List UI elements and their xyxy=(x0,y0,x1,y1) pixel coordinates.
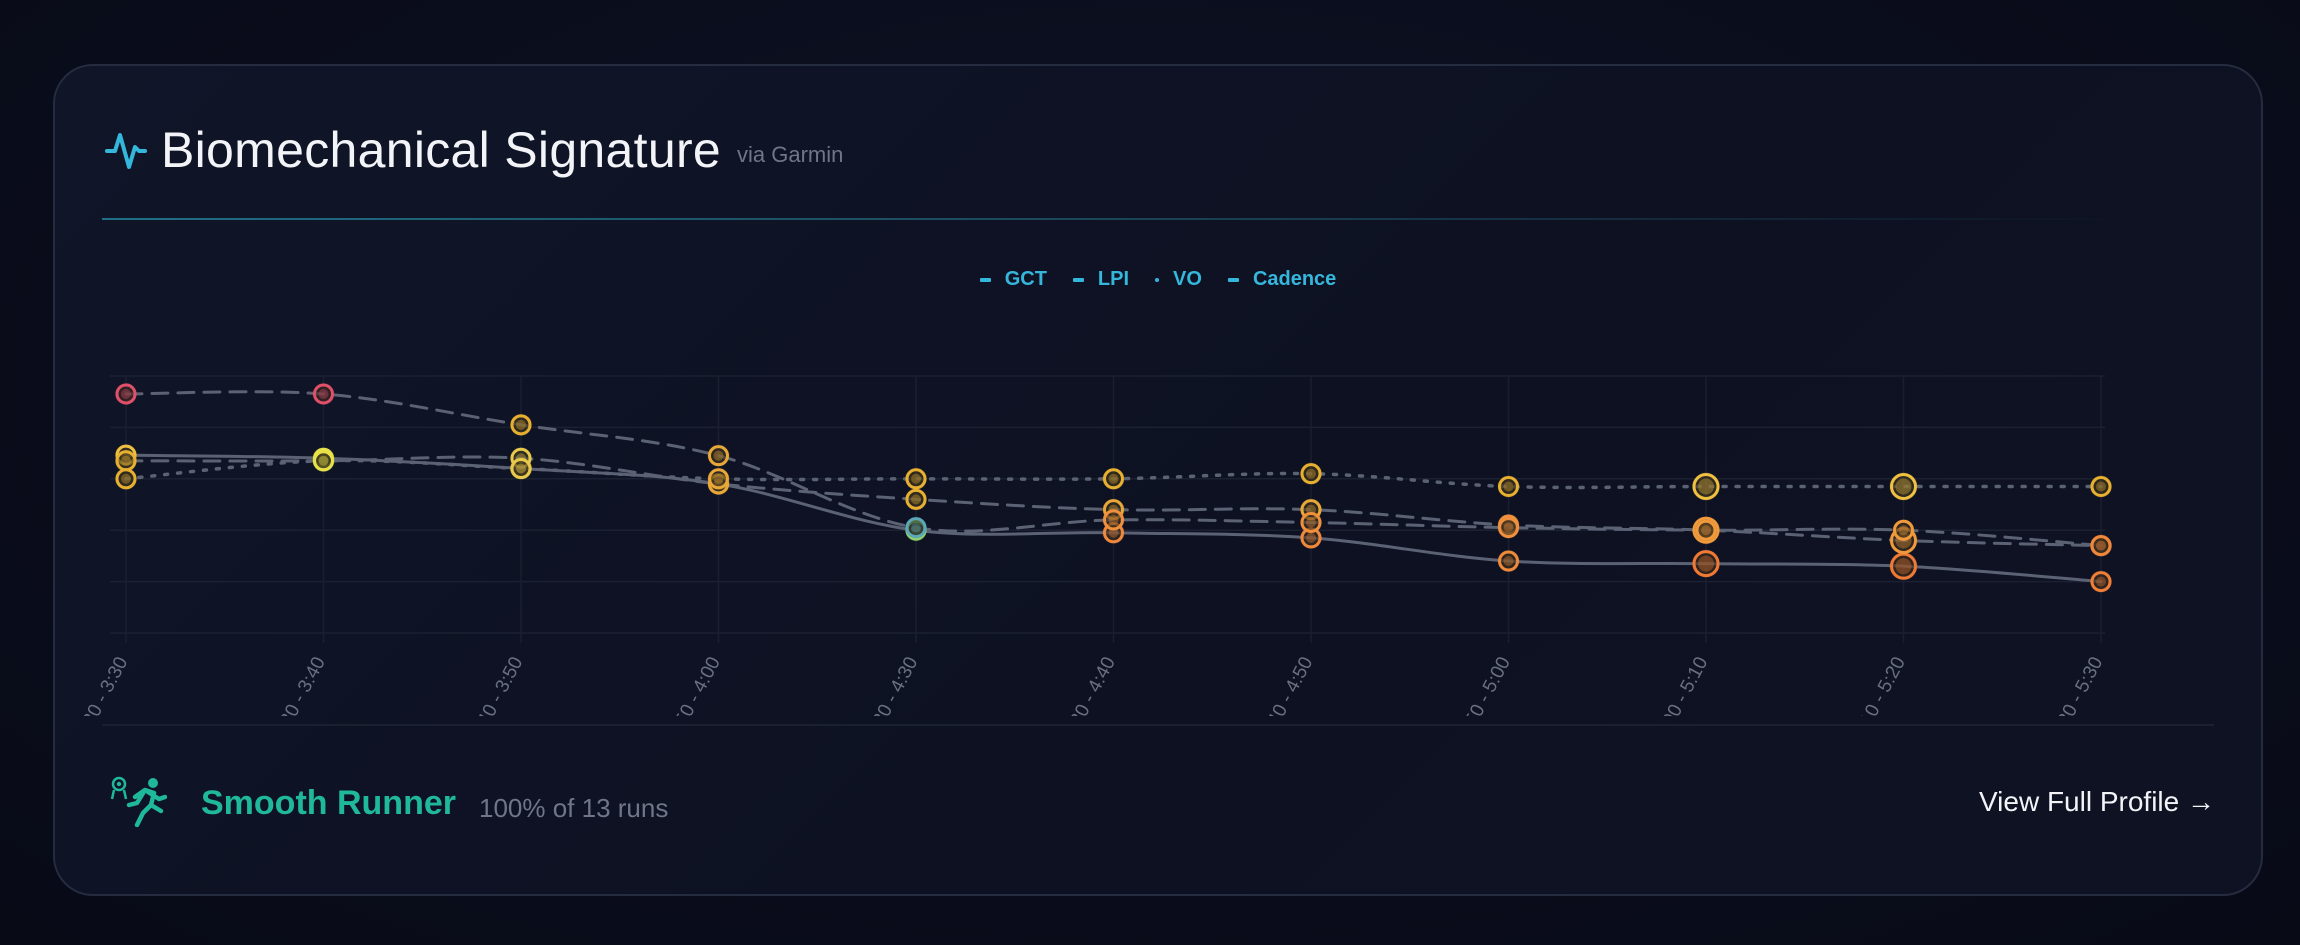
runner-type-label: Smooth Runner xyxy=(201,784,456,822)
view-full-profile-link[interactable]: View Full Profile → xyxy=(1978,786,2215,817)
data-point-lpi[interactable] xyxy=(905,488,927,511)
legend-label: Cadence xyxy=(1252,268,1337,290)
x-tick-label: 3:30 - 3:40 xyxy=(269,653,330,716)
data-point-gct[interactable] xyxy=(1889,552,1918,581)
data-point-vo[interactable] xyxy=(2090,475,2112,498)
biomechanics-line-chart: 3:20 - 3:30 3:30 - 3:40 3:40 - 3:50 3:50 - … xyxy=(71,375,2112,716)
data-point-cadence[interactable] xyxy=(905,516,927,539)
data-point-cadence[interactable] xyxy=(1102,508,1125,531)
data-point-vo[interactable] xyxy=(510,457,532,480)
x-tick-label: 4:30 - 4:40 xyxy=(1059,653,1120,716)
data-point-cadence[interactable] xyxy=(2090,534,2112,557)
data-point-cadence[interactable] xyxy=(115,382,137,405)
data-point-vo[interactable] xyxy=(905,467,927,490)
data-point-vo[interactable] xyxy=(1300,462,1322,485)
x-tick-label: 5:20 - 5:30 xyxy=(2046,653,2107,716)
legend-marker xyxy=(1072,277,1084,282)
legend-item-cadence[interactable]: Cadence xyxy=(1227,268,1337,291)
x-tick-label: 5:00 - 5:10 xyxy=(1651,653,1712,716)
data-point-cadence[interactable] xyxy=(510,413,532,436)
runner-type-stat: 100% of 13 runs xyxy=(479,793,669,823)
data-point-vo[interactable] xyxy=(115,467,137,490)
legend-marker xyxy=(979,277,991,282)
footer-divider xyxy=(102,724,2214,726)
data-point-cadence[interactable] xyxy=(1497,516,1520,539)
header-divider xyxy=(102,218,2152,220)
x-axis-ticks: 3:20 - 3:30 3:30 - 3:40 3:40 - 3:50 3:50 - … xyxy=(71,653,2107,716)
activity-pulse-icon xyxy=(105,133,147,169)
data-point-cadence[interactable] xyxy=(707,444,730,467)
data-point-gct[interactable] xyxy=(2090,570,2112,593)
data-point-cadence[interactable] xyxy=(312,382,335,405)
data-point-cadence[interactable] xyxy=(1300,511,1322,534)
data-point-cadence[interactable] xyxy=(1892,519,1915,542)
data-point-gct[interactable] xyxy=(1692,549,1720,578)
card-header: Biomechanical Signature via Garmin xyxy=(105,120,843,180)
data-point-vo[interactable] xyxy=(1497,475,1520,498)
x-tick-label: 5:10 - 5:20 xyxy=(1849,653,1910,716)
legend-item-vo[interactable]: VO xyxy=(1155,268,1202,291)
x-tick-label: 4:40 - 4:50 xyxy=(1256,653,1317,716)
card-title: Biomechanical Signature xyxy=(161,122,722,178)
chart-legend: GCT LPI VO Cadence xyxy=(55,268,2261,291)
x-tick-label: 4:50 - 5:00 xyxy=(1454,653,1515,716)
data-source-label: via Garmin xyxy=(737,142,844,167)
legend-label: GCT xyxy=(1004,268,1047,290)
data-point-lpi[interactable] xyxy=(115,449,137,472)
legend-label: VO xyxy=(1173,268,1202,290)
data-point-vo[interactable] xyxy=(1102,467,1125,490)
biomechanical-signature-card: Biomechanical Signature via Garmin GCT L… xyxy=(53,64,2263,896)
x-tick-label: 3:20 - 3:30 xyxy=(71,653,132,716)
legend-item-lpi[interactable]: LPI xyxy=(1072,268,1130,291)
data-point-vo[interactable] xyxy=(312,449,335,472)
x-tick-label: 4:20 - 4:30 xyxy=(861,653,922,716)
legend-item-gct[interactable]: GCT xyxy=(979,268,1047,291)
data-point-gct[interactable] xyxy=(1497,550,1520,573)
legend-label: LPI xyxy=(1097,268,1130,290)
data-point-vo[interactable] xyxy=(1889,472,1918,501)
running-person-icon xyxy=(110,776,167,827)
chart-points xyxy=(115,382,2112,593)
data-point-cadence[interactable] xyxy=(1695,519,1717,542)
legend-marker xyxy=(1155,277,1160,282)
data-point-vo[interactable] xyxy=(1692,472,1720,501)
x-tick-label: 3:40 - 3:50 xyxy=(466,653,527,716)
legend-marker xyxy=(1227,277,1239,282)
data-point-vo[interactable] xyxy=(707,467,730,490)
x-tick-label: 3:50 - 4:00 xyxy=(664,653,725,716)
